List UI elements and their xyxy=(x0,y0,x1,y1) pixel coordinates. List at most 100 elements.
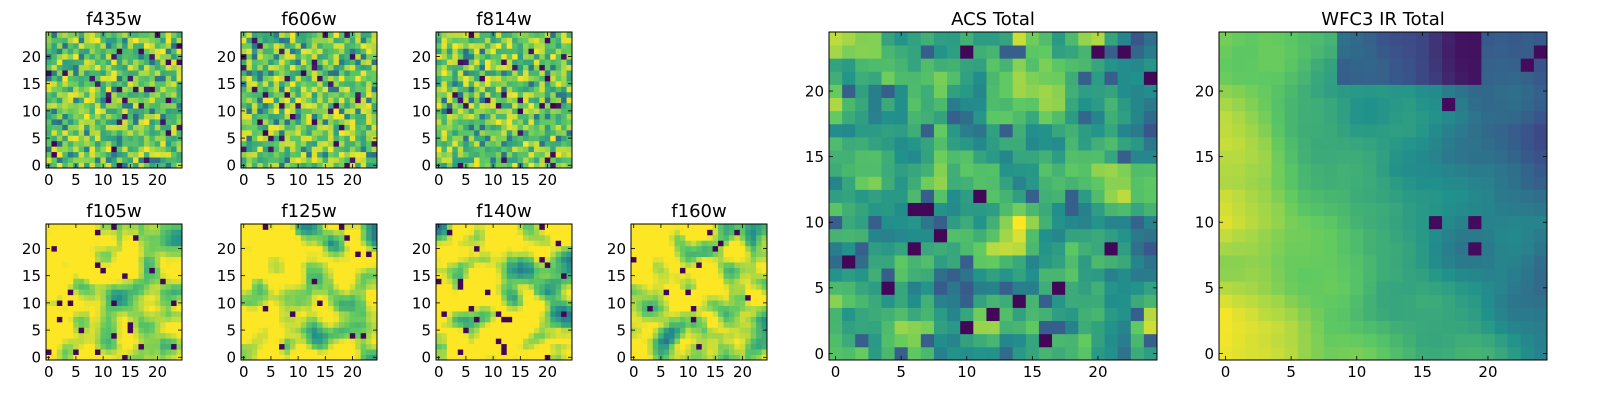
heatmap-cell xyxy=(355,251,362,258)
heatmap-cell xyxy=(127,343,134,350)
heatmap-cell xyxy=(94,251,101,258)
heatmap-cell xyxy=(855,176,869,190)
heatmap-cell xyxy=(528,224,535,230)
heatmap-cell xyxy=(165,80,172,87)
heatmap-cell xyxy=(544,102,551,109)
heatmap-cell xyxy=(300,316,307,323)
heatmap-cell xyxy=(322,251,329,258)
x-tick-label: 10 xyxy=(679,363,698,381)
heatmap-cell xyxy=(127,119,134,125)
heatmap-cell xyxy=(78,300,85,306)
heatmap-cell xyxy=(160,278,167,285)
heatmap-cell xyxy=(647,272,654,279)
heatmap-cell xyxy=(674,311,681,317)
heatmap-cell xyxy=(641,338,648,345)
heatmap-cell xyxy=(62,108,69,114)
heatmap-cell xyxy=(881,150,895,164)
heatmap-cell xyxy=(679,256,686,263)
heatmap-cell xyxy=(94,349,101,355)
heatmap-cell xyxy=(920,320,935,335)
heatmap-cell xyxy=(669,294,675,301)
heatmap-cell xyxy=(279,278,285,285)
heatmap-cell xyxy=(62,332,69,339)
heatmap-cell xyxy=(273,245,280,252)
heatmap-cell xyxy=(268,338,275,345)
heatmap-cell xyxy=(544,327,551,334)
heatmap-cell xyxy=(100,267,107,274)
heatmap-cell xyxy=(533,234,540,241)
heatmap-cell xyxy=(273,162,280,169)
heatmap-cell xyxy=(696,338,703,345)
heatmap-cell xyxy=(176,305,183,312)
heatmap-cell xyxy=(1052,281,1066,295)
heatmap-cell xyxy=(262,102,269,109)
heatmap-cell xyxy=(111,162,118,169)
heatmap-cell xyxy=(246,224,253,230)
heatmap-cell xyxy=(257,354,264,361)
heatmap-cell xyxy=(111,151,118,158)
heatmap-cell xyxy=(712,262,719,268)
heatmap-cell xyxy=(647,327,654,334)
heatmap-cell xyxy=(855,255,869,269)
heatmap-cell xyxy=(56,245,63,252)
heatmap-cell xyxy=(739,289,746,296)
heatmap-cell xyxy=(533,140,540,147)
heatmap-cell xyxy=(750,245,757,252)
y-tick-label: 10 xyxy=(22,102,41,120)
heatmap-cell xyxy=(371,283,378,290)
heatmap-cell xyxy=(116,108,123,114)
heatmap-cell xyxy=(116,267,123,274)
heatmap-cell xyxy=(452,37,459,44)
heatmap-cell xyxy=(933,346,948,361)
heatmap-cell xyxy=(528,343,535,350)
heatmap-cell xyxy=(539,113,546,120)
heatmap-cell xyxy=(894,294,909,308)
heatmap-cell xyxy=(176,267,183,274)
heatmap-cell xyxy=(246,108,253,114)
heatmap-cell xyxy=(51,146,58,153)
heatmap-cell xyxy=(165,300,172,306)
heatmap-cell xyxy=(349,135,356,142)
heatmap-cell xyxy=(701,354,708,361)
heatmap-cell xyxy=(539,102,546,109)
heatmap-cell xyxy=(371,332,378,339)
heatmap-cell xyxy=(295,278,302,285)
heatmap-cell xyxy=(647,256,654,263)
heatmap-cell xyxy=(149,32,156,38)
heatmap-cell xyxy=(344,349,351,355)
heatmap-cell xyxy=(1052,268,1066,282)
heatmap-cell xyxy=(436,91,442,98)
heatmap-cell xyxy=(84,278,90,285)
heatmap-cell xyxy=(718,343,724,350)
heatmap-cell xyxy=(707,294,713,301)
heatmap-cell xyxy=(89,283,96,290)
heatmap-cell xyxy=(300,32,307,38)
heatmap-cell xyxy=(528,48,535,55)
heatmap-cell xyxy=(463,157,470,163)
heatmap-cell xyxy=(533,338,540,345)
heatmap-cell xyxy=(111,338,118,345)
heatmap-cell xyxy=(51,140,58,147)
heatmap-cell xyxy=(674,283,681,290)
heatmap-cell xyxy=(127,97,134,104)
heatmap-cell xyxy=(452,224,459,230)
heatmap-cell xyxy=(663,338,670,345)
heatmap-cell xyxy=(539,59,546,66)
heatmap-cell xyxy=(658,262,665,268)
heatmap-cell xyxy=(544,343,551,350)
heatmap-cell xyxy=(154,240,161,247)
heatmap-cell xyxy=(501,343,508,350)
heatmap-cell xyxy=(707,354,713,361)
heatmap-cell xyxy=(663,300,670,306)
heatmap-cell xyxy=(528,305,535,312)
heatmap-cell xyxy=(349,278,356,285)
heatmap-cell xyxy=(441,224,448,230)
heatmap-cell xyxy=(490,316,497,323)
heatmap-cell xyxy=(143,300,150,306)
heatmap-cell xyxy=(446,113,453,120)
heatmap-cell xyxy=(349,157,356,163)
heatmap-cell xyxy=(528,59,535,66)
heatmap-cell xyxy=(463,124,470,131)
heatmap-cell xyxy=(517,70,524,76)
heatmap-cell xyxy=(322,349,329,355)
